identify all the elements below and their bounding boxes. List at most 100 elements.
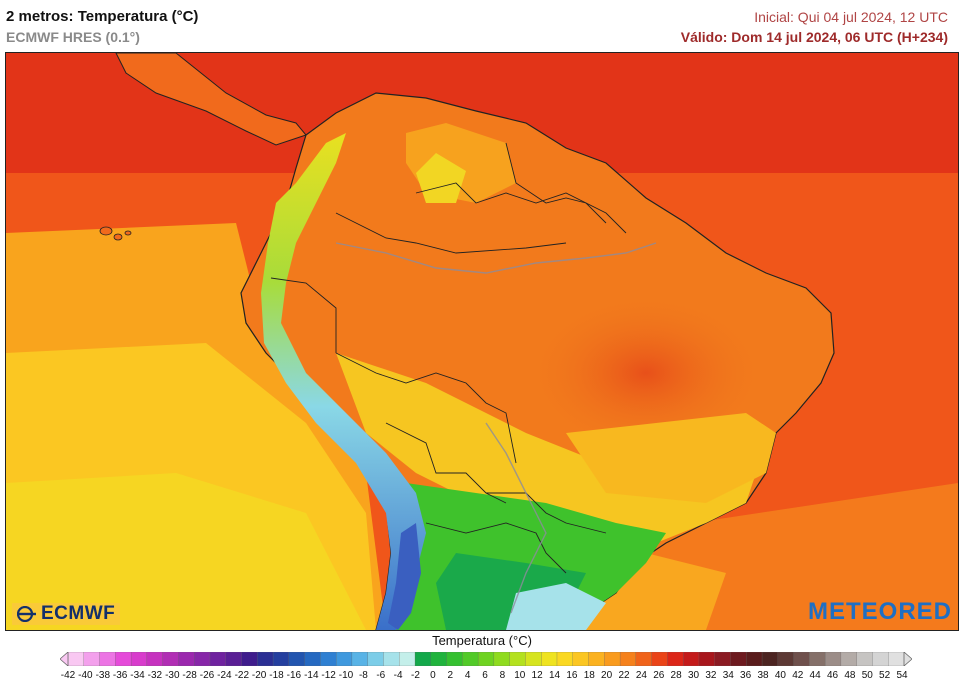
temperature-map[interactable]: ECMWF METEORED — [5, 52, 959, 631]
legend-color-cell — [383, 652, 400, 666]
legend-tick-label: -24 — [217, 670, 232, 681]
legend-color-cell — [619, 652, 637, 666]
legend-color-cell — [714, 652, 732, 666]
legend-tick-label: -40 — [78, 670, 93, 681]
legend-tick-label: -8 — [358, 670, 368, 681]
legend-color-cell — [824, 652, 842, 666]
legend-tick-label: -26 — [199, 670, 215, 681]
legend-tick-label: 16 — [566, 670, 578, 681]
legend-left-arrow — [60, 652, 69, 666]
legend-color-cell — [115, 652, 132, 666]
legend-tick-label: 6 — [482, 670, 488, 681]
legend-color-cell — [493, 652, 511, 666]
legend-color-cell — [761, 652, 779, 666]
legend-color-cell — [698, 652, 716, 666]
legend-tick-label: 22 — [618, 670, 630, 681]
legend-tick-label: -22 — [234, 670, 250, 681]
legend-tick-label: -12 — [321, 670, 336, 681]
legend-tick-label: 44 — [809, 670, 821, 681]
legend-tick-label: 0 — [430, 670, 436, 681]
legend-color-cell — [83, 652, 101, 666]
venezuela-yellow — [416, 153, 466, 203]
legend-color-cell — [651, 652, 668, 666]
initial-time: Inicial: Qui 04 jul 2024, 12 UTC — [754, 9, 948, 25]
legend-tick-label: -18 — [269, 670, 284, 681]
map-canvas — [6, 53, 958, 630]
legend-color-cell — [477, 652, 495, 666]
interior-hot-region — [526, 293, 766, 453]
legend-title: Temperatura (°C) — [432, 633, 532, 648]
legend-tick-label: 54 — [896, 670, 908, 681]
legend-color-cell — [556, 652, 574, 666]
legend-color-cell — [809, 652, 826, 666]
meteored-logo: METEORED — [807, 598, 952, 625]
legend-tick-label: -32 — [147, 670, 163, 681]
legend-color-cell — [367, 652, 385, 666]
ecmwf-logo-icon — [17, 606, 36, 622]
legend-color-cell — [225, 652, 243, 666]
legend-color-cell — [888, 652, 905, 666]
legend-color-cell — [840, 652, 858, 666]
legend-color-cell — [588, 652, 605, 666]
legend-tick-label: -2 — [411, 670, 420, 681]
header-left: 2 metros: Temperatura (°C) ECMWF HRES (0… — [6, 7, 198, 47]
legend-color-cell — [872, 652, 889, 666]
uruguay-cyan — [506, 583, 606, 630]
legend-color-cell — [525, 652, 542, 666]
legend-tick-label: 40 — [774, 670, 786, 681]
legend-tick-label: -38 — [95, 670, 111, 681]
legend-tick-label: -42 — [60, 670, 76, 681]
legend-color-cell — [241, 652, 258, 666]
legend-color-cell — [67, 652, 85, 666]
rivers — [335, 242, 657, 614]
legend-tick-label: 10 — [514, 670, 526, 681]
legend-tick-label: 12 — [531, 670, 543, 681]
legend-tick-label: 28 — [670, 670, 682, 681]
legend-tick-label: 32 — [705, 670, 717, 681]
legend-color-cell — [178, 652, 195, 666]
galapagos-islands — [99, 226, 132, 241]
legend-tick-label: 48 — [844, 670, 856, 681]
model-label: ECMWF HRES (0.1°) — [6, 29, 140, 45]
legend-tick-label: 20 — [601, 670, 613, 681]
ocean-southwest-yellow — [6, 473, 366, 630]
legend-tick-label: -14 — [304, 670, 319, 681]
legend-color-cell — [541, 652, 558, 666]
legend-color-cell — [509, 652, 526, 666]
legend-tick-label: 46 — [826, 670, 839, 681]
legend-color-cell — [730, 652, 747, 666]
map-title: 2 metros: Temperatura (°C) — [6, 8, 199, 25]
andes-deep-cold — [388, 523, 421, 630]
legend-color-cell — [257, 652, 274, 666]
legend-color-cell — [793, 652, 810, 666]
legend-color-cell — [146, 652, 164, 666]
legend-color-cell — [351, 652, 369, 666]
legend-labels: -42 -40 -38 -36 -34 -32 -30 -28 -26 -24 -22 -20 -18-… — [61, 670, 908, 684]
legend-tick-label: 38 — [757, 670, 769, 681]
legend-color-cell — [162, 652, 179, 666]
legend-tick-label: -16 — [286, 670, 302, 681]
legend-tick-label: 24 — [635, 670, 647, 681]
legend-color-cell — [209, 652, 227, 666]
legend-tick-label: 26 — [653, 670, 665, 681]
legend-color-cell — [335, 652, 353, 666]
central-america — [115, 53, 307, 146]
legend-color-cell — [446, 652, 463, 666]
legend-color-cell — [194, 652, 211, 666]
legend-tick-label: 42 — [792, 670, 804, 681]
brazil-east-yellow — [566, 413, 776, 503]
legend-color-cell — [635, 652, 653, 666]
legend-tick-label: -10 — [338, 670, 354, 681]
legend-color-cell — [777, 652, 795, 666]
legend-tick-label: -36 — [112, 670, 128, 681]
legend-color-cell — [683, 652, 700, 666]
legend-color-cell — [320, 652, 337, 666]
ecmwf-logo-text: ECMWF — [41, 603, 116, 624]
legend-color-cell — [399, 652, 416, 666]
legend-tick-label: -34 — [130, 670, 145, 681]
legend-color-cell — [304, 652, 321, 666]
legend-color-cell — [99, 652, 116, 666]
legend-color-cell — [572, 652, 590, 666]
legend-tick-label: 14 — [548, 670, 561, 681]
legend-tick-label: 2 — [447, 670, 454, 681]
